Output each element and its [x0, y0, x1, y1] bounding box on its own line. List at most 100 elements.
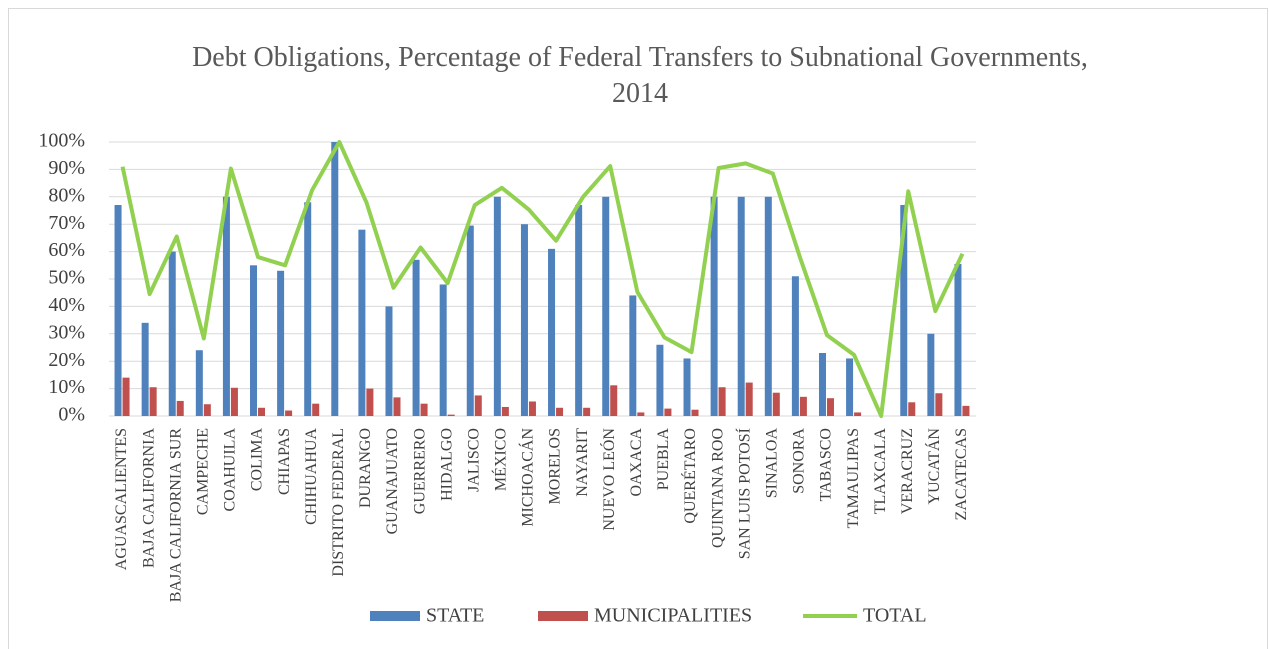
- bar: [935, 393, 943, 416]
- bar: [610, 385, 618, 416]
- bar: [285, 410, 293, 416]
- y-tick-label: 10%: [48, 376, 85, 398]
- bar: [691, 409, 699, 416]
- bar: [575, 205, 583, 416]
- x-tick-label: QUINTANA ROO: [709, 428, 726, 548]
- bar: [710, 196, 718, 416]
- bar: [258, 407, 266, 416]
- legend-label: STATE: [426, 605, 484, 627]
- bar: [556, 407, 564, 416]
- bar: [230, 387, 238, 416]
- x-tick-label: BAJA CALIFORNIA: [140, 428, 157, 568]
- x-tick-label: NAYARIT: [574, 428, 591, 497]
- bar: [466, 225, 474, 416]
- y-tick-label: 100%: [38, 130, 85, 152]
- legend-swatch: [370, 611, 420, 621]
- x-tick-label: JALISCO: [465, 428, 482, 492]
- bar: [854, 412, 862, 416]
- x-tick-label: COAHUILA: [222, 428, 239, 512]
- y-tick-label: 60%: [48, 239, 85, 261]
- bar: [629, 295, 637, 416]
- bar: [222, 196, 230, 416]
- y-tick-label: 30%: [48, 321, 85, 343]
- bar: [602, 196, 610, 416]
- bar: [447, 414, 455, 416]
- x-tick-label: DISTRITO FEDERAL: [330, 428, 347, 577]
- y-tick-label: 90%: [48, 157, 85, 179]
- bar: [799, 396, 807, 416]
- x-tick-label: TLAXCALA: [872, 428, 889, 515]
- bar: [528, 401, 536, 416]
- bar: [954, 263, 962, 416]
- bar: [764, 196, 772, 416]
- legend-label: MUNICIPALITIES: [594, 605, 752, 627]
- bar: [493, 196, 501, 416]
- bar: [393, 397, 401, 416]
- x-tick-label: VERACRUZ: [899, 428, 916, 514]
- bar: [683, 358, 691, 416]
- bar: [420, 403, 428, 416]
- x-tick-label: CAMPECHE: [195, 428, 212, 515]
- bar: [122, 377, 130, 416]
- bar: [520, 224, 528, 416]
- x-tick-label: NUEVO LEÓN: [599, 428, 618, 531]
- bar: [176, 400, 184, 416]
- bar: [826, 398, 834, 416]
- line-series: [120, 140, 965, 418]
- legend-swatch: [538, 611, 588, 621]
- x-tick-label: MÉXICO: [491, 428, 510, 491]
- y-tick-label: 20%: [48, 349, 85, 371]
- x-tick-label: BAJA CALIFORNIA SUR: [167, 428, 184, 603]
- x-tick-label: SINALOA: [763, 428, 780, 499]
- bar: [664, 408, 672, 416]
- bar: [772, 392, 780, 416]
- x-tick-label: GUERRERO: [411, 428, 428, 514]
- bar: [331, 142, 339, 416]
- bar: [385, 306, 393, 416]
- y-tick-label: 50%: [48, 267, 85, 289]
- x-tick-label: SAN LUIS POTOSÍ: [734, 428, 753, 559]
- bar: [141, 322, 149, 416]
- x-tick-label: COLIMA: [249, 428, 266, 492]
- bar: [718, 387, 726, 416]
- bar: [745, 382, 753, 416]
- bar: [737, 196, 745, 416]
- chart-title: Debt Obligations, Percentage of Federal …: [192, 42, 1088, 109]
- x-tick-label: AGUASCALIENTES: [113, 428, 130, 570]
- bar: [277, 270, 285, 416]
- bar: [474, 395, 482, 416]
- x-tick-label: CHIAPAS: [276, 428, 293, 495]
- legend-label: TOTAL: [863, 605, 927, 627]
- x-tick-label: PUEBLA: [655, 428, 672, 491]
- bar: [358, 229, 366, 416]
- bar: [304, 202, 312, 416]
- bar: [203, 404, 211, 416]
- x-tick-label: HIDALGO: [438, 428, 455, 501]
- x-tick-label: GUANAJUATO: [384, 428, 401, 534]
- bar: [195, 350, 203, 416]
- bar: [791, 276, 799, 416]
- y-tick-label: 0%: [58, 404, 85, 426]
- bar: [168, 251, 176, 416]
- bar: [637, 412, 645, 416]
- bar: [962, 405, 970, 416]
- bar: [439, 284, 447, 416]
- x-tick-label: SONORA: [791, 428, 808, 494]
- bar: [583, 407, 591, 416]
- y-tick-label: 40%: [48, 294, 85, 316]
- bar: [846, 358, 854, 416]
- bar: [412, 259, 420, 416]
- bar: [149, 387, 157, 416]
- bar: [548, 248, 556, 416]
- x-tick-label: TAMAULIPAS: [845, 428, 862, 528]
- bar: [312, 403, 320, 416]
- x-tick-label: QUERÉTARO: [680, 428, 699, 524]
- bar: [908, 402, 916, 416]
- x-tick-label: YUCATÁN: [924, 428, 943, 505]
- y-tick-label: 70%: [48, 212, 85, 234]
- bar: [900, 205, 908, 416]
- bar: [818, 352, 826, 416]
- x-tick-label: DURANGO: [357, 428, 374, 508]
